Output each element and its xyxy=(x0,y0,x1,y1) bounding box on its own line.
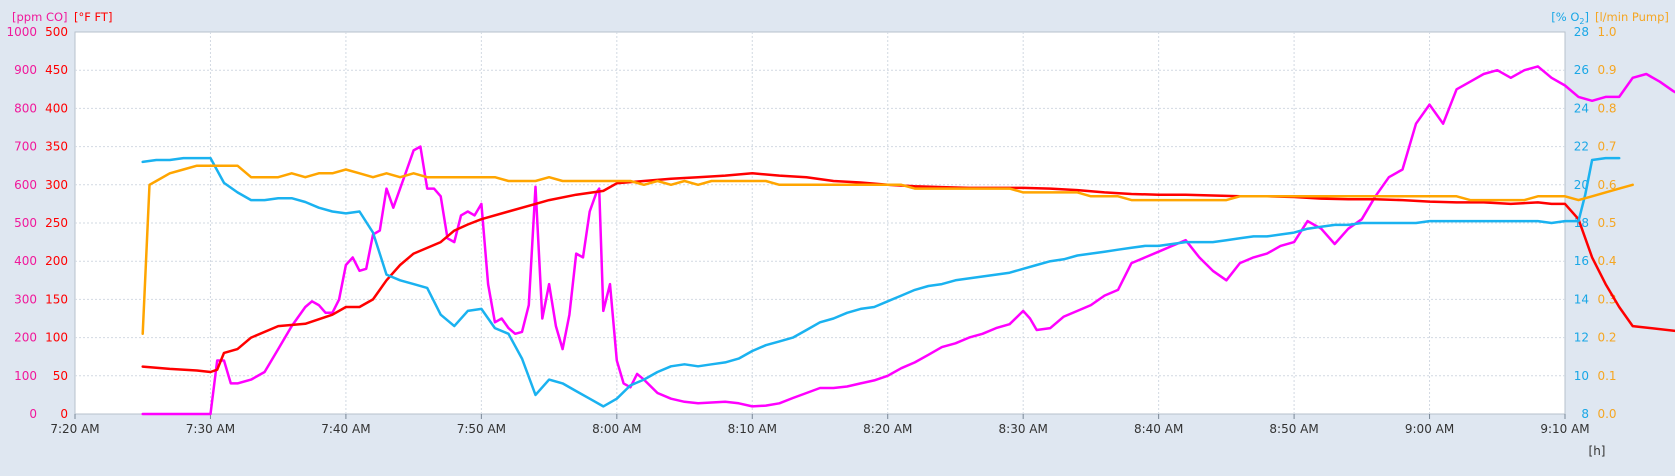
x-tick-label: 7:40 AM xyxy=(321,422,370,436)
pump-tick-label: 1.0 xyxy=(1597,25,1616,39)
pump-tick-label: 0.4 xyxy=(1597,254,1616,268)
x-tick-label: 8:10 AM xyxy=(728,422,777,436)
o2-tick-label: 16 xyxy=(1574,254,1589,268)
co-tick-label: 200 xyxy=(14,331,37,345)
x-tick-label: 7:50 AM xyxy=(457,422,506,436)
x-tick-label: 9:10 AM xyxy=(1540,422,1589,436)
x-tick-label: 8:00 AM xyxy=(592,422,641,436)
ft-tick-label: 500 xyxy=(45,25,68,39)
axes: 7:20 AM 7:30 AM 7:40 AM 7:50 AM 8:00 AM 8:10 … xyxy=(6,25,1616,436)
co-tick-label: 0 xyxy=(29,407,37,421)
pump-tick-label: 0.9 xyxy=(1597,63,1616,77)
o2-tick-label: 10 xyxy=(1574,369,1589,383)
co-tick-label: 700 xyxy=(14,140,37,154)
ft-tick-label: 250 xyxy=(45,216,68,230)
series-line-4 xyxy=(141,164,1634,336)
ft-tick-label: 150 xyxy=(45,292,68,306)
pump-tick-label: 0.2 xyxy=(1597,331,1616,345)
co-axis-label: [ppm CO] xyxy=(12,10,68,24)
co-tick-label: 800 xyxy=(14,101,37,115)
x-axis-unit: [h] xyxy=(1589,444,1606,458)
x-tick-label: 8:30 AM xyxy=(999,422,1048,436)
x-tick-label: 8:50 AM xyxy=(1269,422,1318,436)
ft-tick-label: 50 xyxy=(53,369,68,383)
o2-tick-label: 24 xyxy=(1574,101,1589,115)
x-tick-label: 8:40 AM xyxy=(1134,422,1183,436)
ft-tick-label: 300 xyxy=(45,178,68,192)
x-tick-label: 8:20 AM xyxy=(863,422,912,436)
ft-tick-label: 450 xyxy=(45,63,68,77)
o2-tick-label: 26 xyxy=(1574,63,1589,77)
pump-tick-label: 0.7 xyxy=(1597,140,1616,154)
ft-tick-label: 0 xyxy=(60,407,68,421)
o2-axis-label: [% O2] xyxy=(1551,10,1589,26)
ft-axis-label: [°F FT] xyxy=(74,10,112,24)
x-tick-label: 7:20 AM xyxy=(50,422,99,436)
co-tick-label: 400 xyxy=(14,254,37,268)
o2-tick-label: 28 xyxy=(1574,25,1589,39)
series-line-2 xyxy=(141,172,1675,374)
pump-axis-label: [l/min Pump] xyxy=(1595,10,1669,24)
co-tick-label: 500 xyxy=(14,216,37,230)
ft-tick-label: 200 xyxy=(45,254,68,268)
pump-tick-label: 0.1 xyxy=(1597,369,1616,383)
pump-tick-label: 0.8 xyxy=(1597,101,1616,115)
ft-tick-label: 100 xyxy=(45,331,68,345)
ft-tick-label: 350 xyxy=(45,140,68,154)
co-tick-label: 1000 xyxy=(6,25,37,39)
pump-tick-label: 0.5 xyxy=(1597,216,1616,230)
o2-tick-label: 20 xyxy=(1574,178,1589,192)
x-tick-label: 9:00 AM xyxy=(1405,422,1454,436)
o2-tick-label: 8 xyxy=(1581,407,1589,421)
co-tick-label: 900 xyxy=(14,63,37,77)
series-line-1 xyxy=(141,65,1675,416)
pump-tick-label: 0.0 xyxy=(1597,407,1616,421)
co-tick-label: 300 xyxy=(14,292,37,306)
co-tick-label: 100 xyxy=(14,369,37,383)
o2-tick-label: 22 xyxy=(1574,140,1589,154)
o2-tick-label: 14 xyxy=(1574,292,1589,306)
co-tick-label: 600 xyxy=(14,178,37,192)
series-lines xyxy=(141,65,1675,416)
ft-tick-label: 400 xyxy=(45,101,68,115)
pump-tick-label: 0.6 xyxy=(1597,178,1616,192)
series-line-3 xyxy=(141,156,1621,408)
x-tick-label: 7:30 AM xyxy=(186,422,235,436)
o2-tick-label: 12 xyxy=(1574,331,1589,345)
